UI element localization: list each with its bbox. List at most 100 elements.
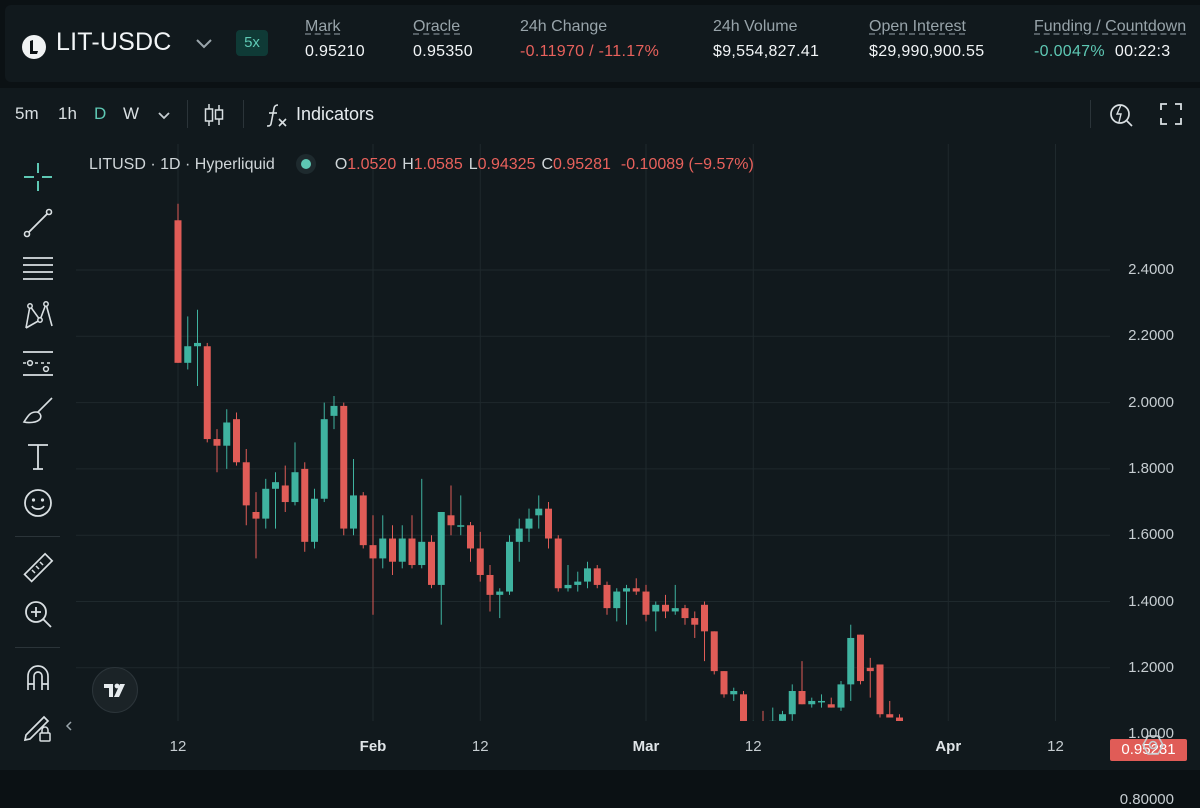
x-tick-label: Feb [360,738,387,755]
x-tick-label: 12 [1047,738,1064,755]
candle [877,664,884,717]
candle [574,572,581,592]
legend-title: LITUSD · 1D · Hyperliquid [89,156,275,173]
chart-settings-icon[interactable] [1142,734,1164,756]
brush-tool[interactable] [20,392,56,428]
trend-line-tool[interactable] [20,205,56,241]
candle-body [594,568,601,585]
prediction-tool[interactable] [20,345,56,381]
stat-open-interest: Open Interest $29,990,900.55 [869,18,984,61]
price-chart[interactable] [76,144,1110,721]
candle [311,489,318,549]
interval-d[interactable]: D [94,104,106,124]
magnet-tool[interactable] [20,660,56,696]
leverage-badge[interactable]: 5x [236,30,268,56]
candle-body [613,592,620,609]
y-tick-label: 1.6000 [1128,526,1174,543]
candle [721,671,728,698]
candle-body [360,495,367,545]
fullscreen-icon[interactable] [1159,102,1183,126]
zoom-in-tool[interactable] [20,596,56,632]
candle [526,509,533,542]
candle-body [545,509,552,539]
candle [545,502,552,548]
market-symbol[interactable]: LIT-USDC [56,28,172,57]
candle [477,532,484,582]
candle [399,525,406,568]
legend-high: 1.0585 [414,156,463,173]
candle-body [370,545,377,558]
interval-w[interactable]: W [123,104,139,124]
candle [457,495,464,535]
candle-body [448,515,455,525]
text-tool[interactable] [20,439,56,475]
candle-body [828,704,835,707]
candle-body [418,542,425,565]
candle [633,578,640,595]
interval-5m[interactable]: 5m [15,104,39,124]
candle-body [789,691,796,714]
candle-body [438,512,445,585]
candle-body [477,548,484,575]
candle [779,711,786,721]
candle [418,479,425,569]
candle-body [867,668,874,671]
candle [613,588,620,621]
emoji-tool[interactable] [20,485,56,521]
candle-body [428,542,435,585]
x-tick-label: 12 [170,738,187,755]
funding-countdown: 00:22:3 [1115,43,1170,60]
candle-body [721,671,728,694]
candle [584,562,591,589]
candle [623,585,630,625]
lock-drawings-tool[interactable] [20,707,56,743]
candle [818,694,825,707]
candle [204,343,211,442]
indicators-button[interactable]: Indicators [296,104,374,125]
fib-tool[interactable] [20,252,56,288]
candle [867,658,874,698]
candle-body [633,588,640,591]
candle-body [565,585,572,588]
candle [565,565,572,592]
candle [350,459,357,535]
screenshot-search-icon[interactable] [1107,100,1135,130]
candle-body [243,462,250,505]
indicators-fx-icon[interactable] [264,102,290,128]
candle-body [301,469,308,542]
candle [467,522,474,562]
x-tick-label: Mar [633,738,660,755]
crosshair-tool[interactable] [20,159,56,195]
candle-body [340,406,347,529]
candle [184,316,191,369]
toolbar-divider [243,100,244,128]
tradingview-logo[interactable] [92,667,138,713]
brush-icon [20,392,56,428]
candle [604,582,611,615]
candle-body [292,472,299,502]
candle-body [516,529,523,542]
candle [535,495,542,528]
pattern-tool[interactable] [20,298,56,334]
ruler-tool[interactable] [20,550,56,586]
interval-chevron-icon[interactable] [157,111,171,121]
trend-line-icon [20,205,56,241]
tradingview-icon [93,668,137,712]
interval-1h[interactable]: 1h [58,104,77,124]
candle-style-icon[interactable] [203,102,225,128]
legend-open-label: O [335,156,347,173]
candle [691,611,698,638]
collapse-toolbar-icon[interactable] [65,720,73,732]
candle [340,403,347,536]
status-dot-icon [301,159,311,169]
candle-body [487,575,494,595]
candle [243,449,250,525]
candle-body [272,482,279,489]
candle-body [857,635,864,681]
legend-low: 0.94325 [478,156,536,173]
candle-body [379,539,386,559]
candle-body [262,489,269,519]
chevron-down-icon[interactable] [195,38,213,50]
candlestick-chart[interactable] [76,144,1110,721]
